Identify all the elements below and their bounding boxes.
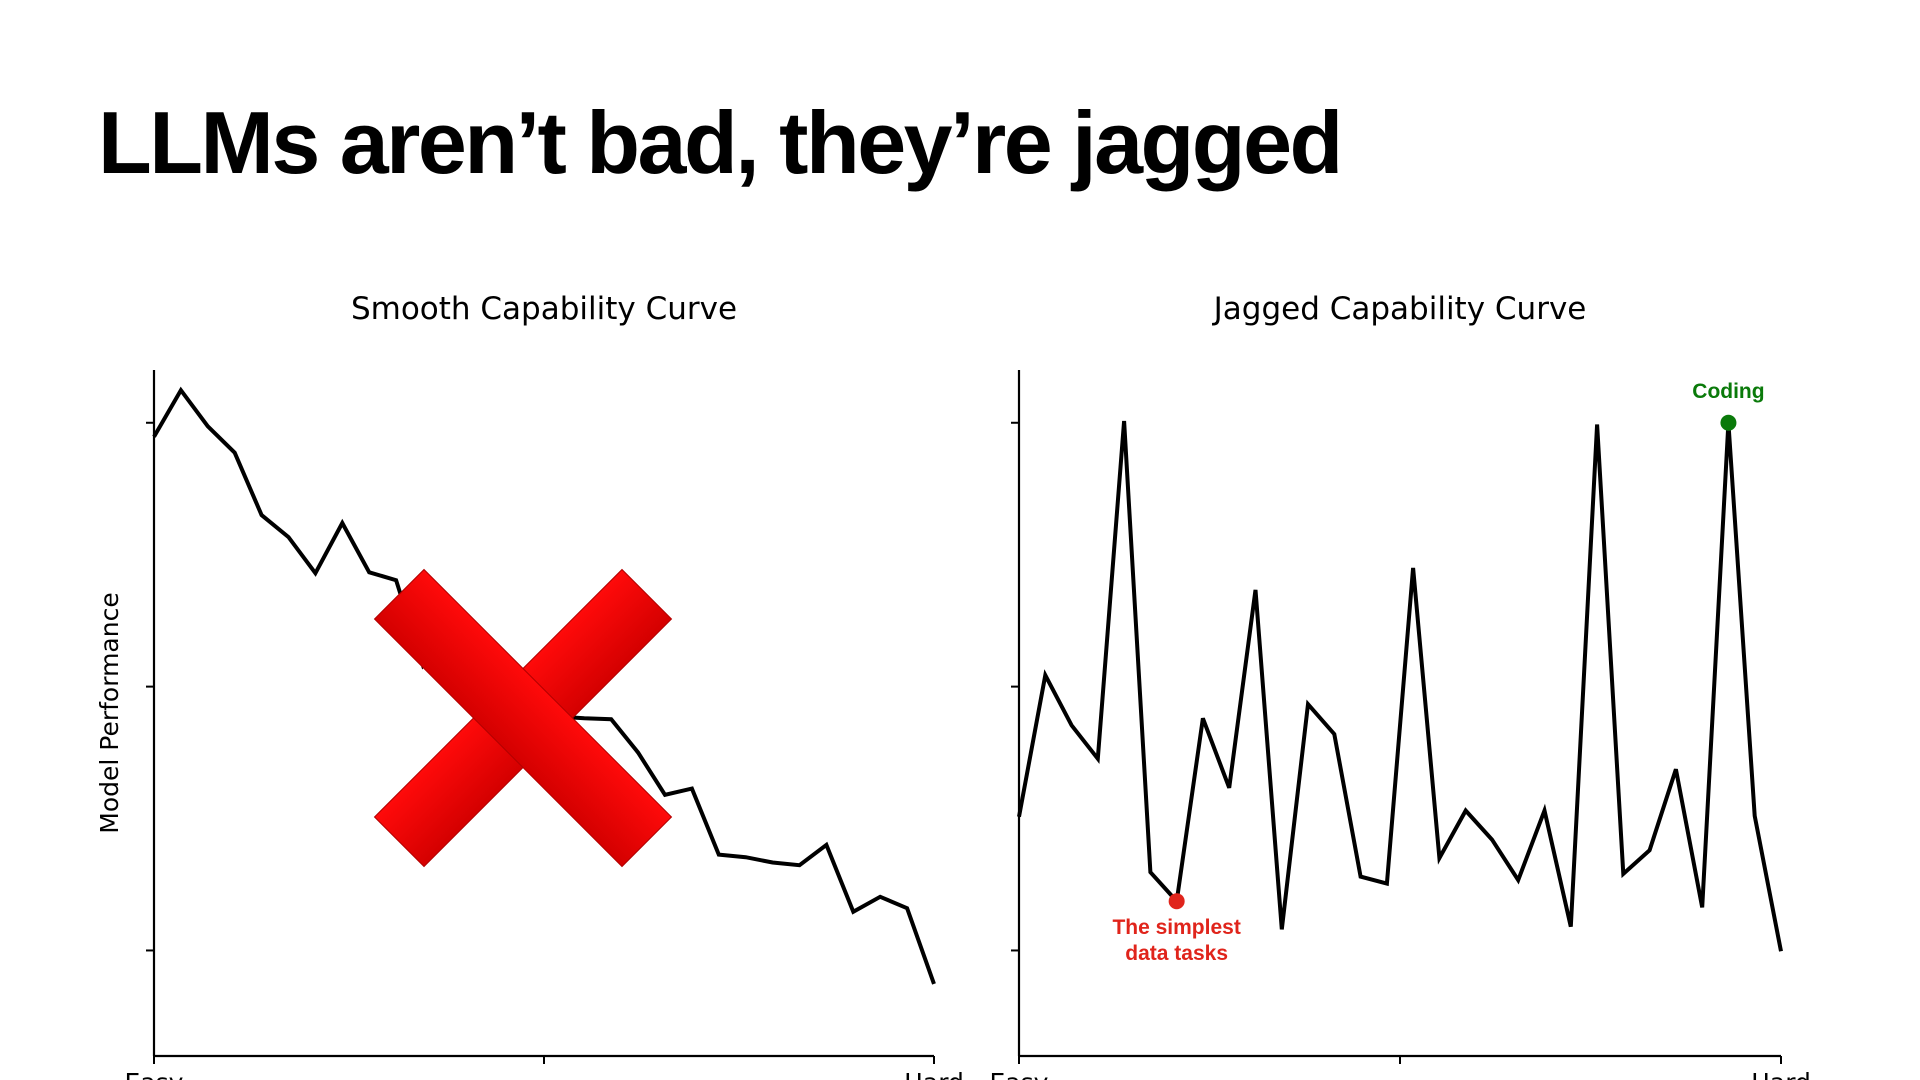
red-x-cross-icon <box>373 568 673 868</box>
series-line <box>1017 420 1783 952</box>
chart-jagged: Jagged Capability CurveEasyHardPerceived… <box>990 291 1811 1080</box>
annotation-label: data tasks <box>1125 942 1228 965</box>
chart-smooth: Smooth Capability CurveEasyHardPerceived… <box>95 291 964 1080</box>
slide-title: LLMs aren’t bad, they’re jagged <box>98 93 1341 192</box>
x-tick-label: Hard <box>904 1068 964 1080</box>
x-tick-label: Hard <box>1751 1068 1811 1080</box>
annotation-marker <box>1720 414 1737 431</box>
annotation-label: Coding <box>1692 380 1764 403</box>
x-tick-label: Easy <box>990 1068 1049 1080</box>
y-axis-label: Model Performance <box>95 592 124 833</box>
x-tick-label: Easy <box>125 1068 184 1080</box>
chart-title: Jagged Capability Curve <box>1212 291 1587 327</box>
annotation-marker <box>1168 893 1185 910</box>
chart-title: Smooth Capability Curve <box>351 291 737 327</box>
x-cross-bar <box>373 568 673 868</box>
annotation-label: The simplest <box>1112 916 1240 939</box>
